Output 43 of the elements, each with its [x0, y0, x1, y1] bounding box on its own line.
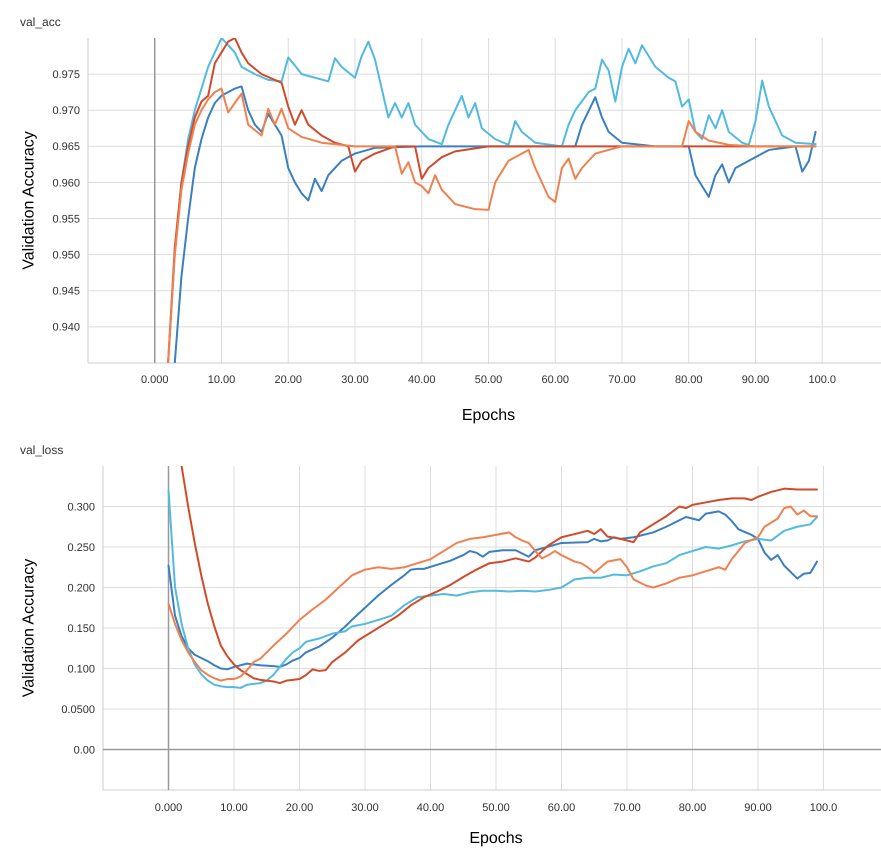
- y-tick-label: 0.950: [52, 250, 80, 262]
- x-tick-label: 90.00: [744, 802, 772, 814]
- y-tick-label: 0.975: [52, 68, 80, 81]
- y-tick-label: 0.970: [52, 105, 80, 118]
- y-tick-label: 0.945: [52, 286, 80, 298]
- x-tick-label: 70.00: [608, 374, 636, 386]
- y-tick-label: 0.250: [67, 542, 95, 554]
- x-tick-label: 100.0: [808, 374, 836, 386]
- y-tick-label: 0.955: [52, 213, 80, 226]
- x-tick-label: 40.00: [408, 374, 436, 386]
- y-tick-label: 0.940: [52, 322, 80, 334]
- x-tick-label: 60.00: [541, 374, 570, 386]
- x-tick-label: 20.00: [286, 802, 314, 814]
- x-tick-label: 20.00: [274, 374, 302, 386]
- x-tick-label: 30.00: [351, 802, 379, 814]
- y-axis-title: Validation Accuracy: [20, 558, 38, 698]
- x-tick-label: 100.0: [810, 802, 838, 814]
- x-tick-label: 60.00: [548, 802, 576, 814]
- y-tick-label: 0.960: [52, 177, 80, 190]
- x-tick-label: 80.00: [678, 802, 706, 814]
- y-tick-label: 0.00: [74, 744, 95, 756]
- chart-title: val_loss: [20, 443, 64, 457]
- x-tick-label: 70.00: [613, 802, 641, 814]
- y-tick-label: 0.150: [67, 622, 95, 635]
- x-tick-label: 40.00: [416, 802, 444, 814]
- y-tick-label: 0.300: [67, 501, 95, 514]
- y-axis-title: Validation Accuracy: [20, 131, 38, 270]
- x-tick-label: 50.00: [474, 374, 502, 386]
- x-tick-label: 0.000: [140, 374, 169, 386]
- x-tick-label: 50.00: [482, 802, 510, 814]
- y-tick-label: 0.200: [67, 582, 95, 594]
- y-tick-label: 0.0500: [61, 704, 95, 716]
- x-tick-label: 80.00: [674, 374, 703, 386]
- y-tick-label: 0.100: [67, 663, 95, 676]
- x-axis-title: Epochs: [462, 407, 516, 424]
- chart-title: val_acc: [20, 15, 61, 29]
- x-tick-label: 0.000: [154, 802, 182, 814]
- x-tick-label: 10.00: [220, 802, 248, 814]
- y-tick-label: 0.965: [52, 141, 80, 154]
- x-tick-label: 30.00: [341, 374, 369, 386]
- x-axis-title: Epochs: [469, 830, 523, 847]
- x-tick-label: 90.00: [742, 374, 770, 386]
- x-tick-label: 10.00: [208, 374, 236, 386]
